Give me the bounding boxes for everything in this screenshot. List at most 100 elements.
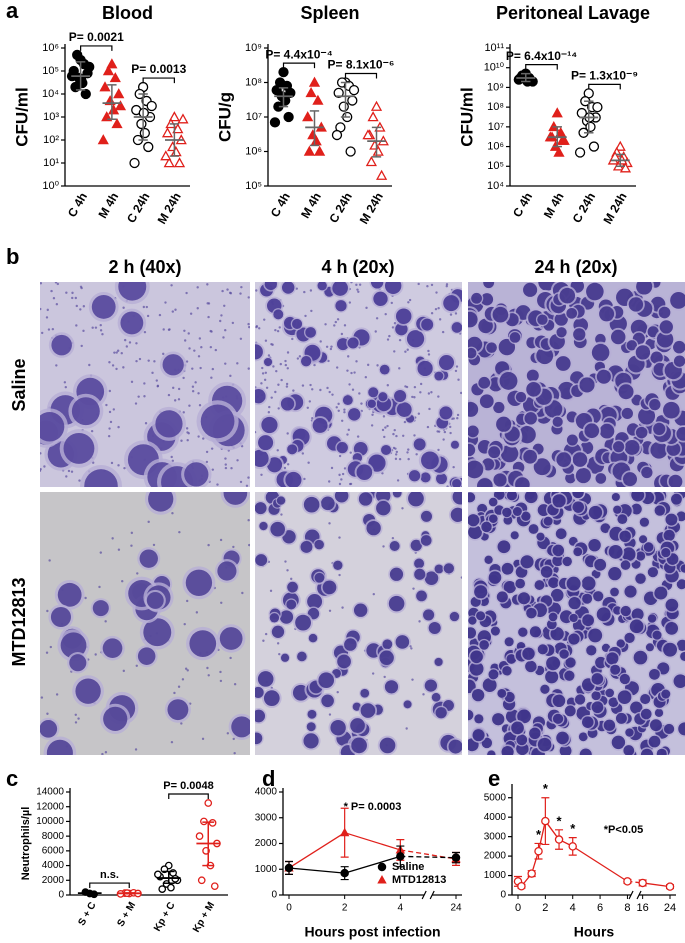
cell-nucleus bbox=[468, 402, 479, 417]
cell-nucleus bbox=[625, 728, 634, 737]
cell-nucleus bbox=[568, 597, 581, 610]
cell-nucleus bbox=[438, 355, 455, 371]
y-tick-label: 3000 bbox=[255, 812, 278, 823]
annotation: P= 1.3x10⁻⁹ bbox=[571, 69, 638, 83]
micrograph bbox=[468, 282, 685, 487]
cell-nucleus bbox=[51, 334, 72, 356]
cell-nucleus bbox=[308, 633, 318, 643]
bacterium bbox=[306, 406, 309, 409]
cell-nucleus bbox=[663, 529, 675, 542]
cell-nucleus bbox=[416, 590, 427, 602]
cell-nucleus bbox=[516, 734, 528, 746]
bacterium bbox=[280, 378, 283, 382]
cell-nucleus bbox=[506, 654, 517, 664]
cell-nucleus bbox=[486, 342, 497, 353]
bacterium bbox=[183, 622, 186, 626]
bacterium bbox=[284, 363, 288, 367]
cell-nucleus bbox=[504, 637, 514, 647]
marker bbox=[553, 146, 565, 157]
cell-nucleus bbox=[618, 384, 634, 400]
annotation: P= 0.0048 bbox=[163, 780, 213, 792]
cell-nucleus bbox=[596, 369, 611, 384]
bacterium bbox=[223, 304, 226, 307]
bacterium bbox=[107, 434, 111, 438]
bacterium bbox=[116, 349, 120, 352]
cell-nucleus bbox=[322, 580, 337, 595]
bacterium bbox=[435, 291, 438, 294]
bacterium bbox=[46, 609, 49, 613]
cell-nucleus bbox=[395, 635, 410, 649]
y-axis-label: CFU/ml bbox=[457, 87, 476, 147]
axis-break bbox=[628, 890, 642, 900]
cell-nucleus bbox=[424, 571, 439, 585]
bacterium bbox=[396, 479, 400, 482]
y-tick-label: 10¹¹ bbox=[484, 42, 504, 54]
cell-nucleus bbox=[591, 343, 610, 362]
cell-nucleus bbox=[285, 471, 302, 487]
bacterium bbox=[40, 282, 43, 285]
cell-nucleus bbox=[481, 521, 492, 533]
cell-nucleus bbox=[670, 292, 685, 309]
bacterium bbox=[326, 386, 329, 390]
cell-nucleus bbox=[255, 554, 268, 567]
bacterium bbox=[123, 338, 127, 342]
cell-nucleus bbox=[668, 474, 683, 487]
bacterium bbox=[207, 302, 211, 305]
y-tick-label: 10000 bbox=[36, 816, 64, 827]
cell-nucleus bbox=[303, 496, 320, 513]
bacterium bbox=[109, 420, 113, 424]
cell-nucleus bbox=[396, 402, 412, 417]
cell-nucleus bbox=[492, 713, 505, 726]
bacterium bbox=[365, 306, 368, 310]
cell-nucleus bbox=[610, 329, 626, 345]
bacterium bbox=[264, 632, 268, 636]
cell-nucleus bbox=[292, 318, 303, 329]
bacterium bbox=[195, 611, 199, 614]
cell-nucleus bbox=[231, 716, 250, 738]
bacterium bbox=[185, 360, 189, 363]
bacterium bbox=[340, 478, 343, 481]
bacterium bbox=[454, 369, 458, 373]
line-segment bbox=[537, 820, 546, 852]
y-tick-label: 2000 bbox=[255, 838, 278, 849]
marker bbox=[451, 853, 461, 862]
bacterium bbox=[290, 577, 293, 581]
cell-nucleus bbox=[676, 427, 685, 441]
column-heading: 24 h (20x) bbox=[534, 257, 617, 277]
bacterium bbox=[338, 573, 341, 577]
cell-nucleus bbox=[521, 511, 531, 521]
cell-nucleus bbox=[595, 656, 607, 669]
bacterium bbox=[191, 367, 194, 370]
bacterium bbox=[155, 379, 158, 382]
bacterium bbox=[276, 329, 280, 333]
bacterium bbox=[101, 752, 104, 755]
bacterium bbox=[280, 513, 283, 516]
bacterium bbox=[384, 426, 387, 429]
bacterium bbox=[356, 288, 359, 291]
cell-nucleus bbox=[540, 684, 550, 694]
cell-nucleus bbox=[591, 701, 604, 714]
bacterium bbox=[270, 396, 273, 399]
cell-nucleus bbox=[501, 745, 514, 755]
annotation: P= 0.0021 bbox=[69, 30, 124, 44]
cell-nucleus bbox=[336, 442, 348, 454]
annotation: P= 0.0013 bbox=[131, 62, 186, 76]
cell-nucleus bbox=[287, 581, 298, 593]
marker bbox=[592, 101, 603, 113]
bacterium bbox=[407, 301, 410, 304]
bacterium bbox=[336, 318, 340, 321]
bacterium bbox=[358, 283, 362, 286]
cell-nucleus bbox=[330, 720, 346, 736]
cell-nucleus bbox=[452, 492, 462, 505]
bacterium bbox=[46, 308, 49, 312]
bacterium bbox=[184, 667, 188, 670]
bacterium bbox=[177, 387, 181, 391]
cell-nucleus bbox=[649, 668, 660, 680]
bacterium bbox=[393, 321, 397, 325]
cell-nucleus bbox=[436, 473, 447, 485]
bacterium bbox=[292, 389, 295, 392]
x-tick-label: 4 bbox=[398, 903, 404, 914]
cell-nucleus bbox=[537, 737, 552, 752]
cell-nucleus bbox=[474, 714, 484, 724]
cell-nucleus bbox=[50, 606, 71, 628]
